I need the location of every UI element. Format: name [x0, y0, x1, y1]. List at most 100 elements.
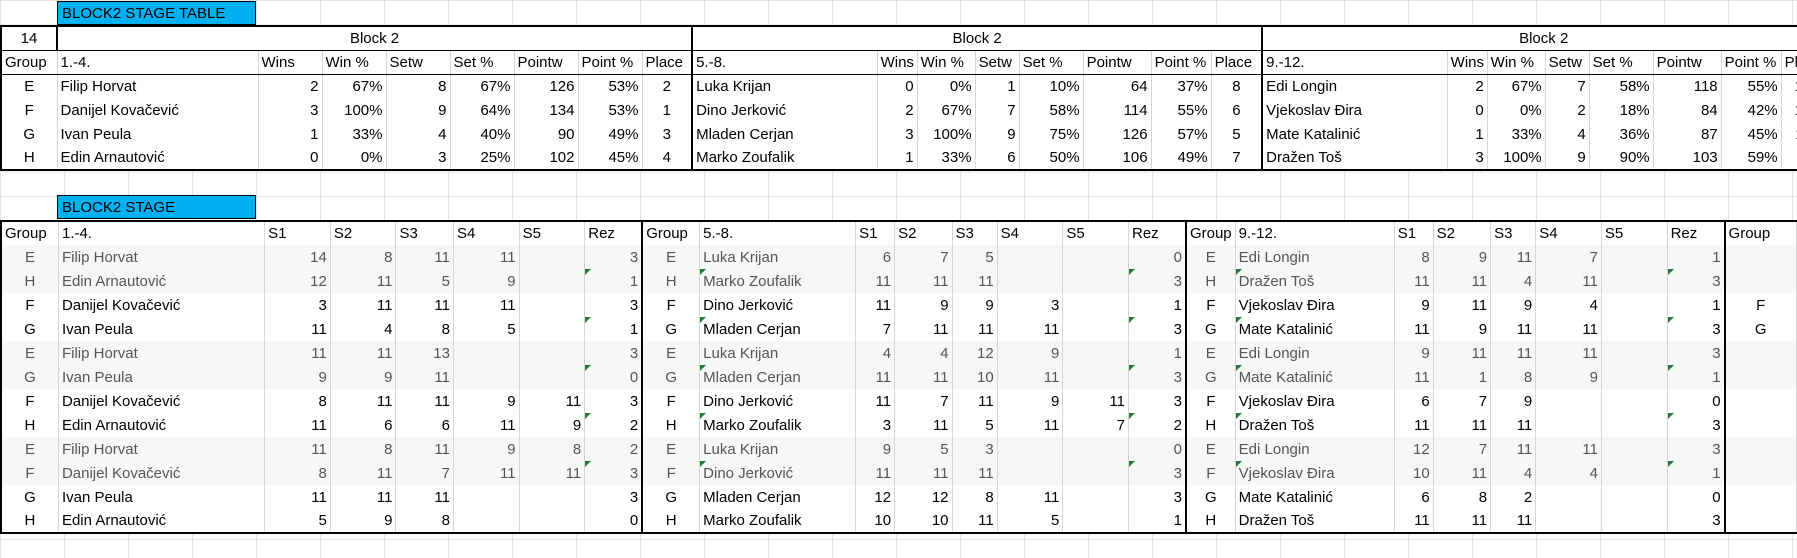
score-cell[interactable]: 0	[584, 365, 644, 389]
group-cell[interactable]	[1723, 413, 1797, 437]
score-cell[interactable]: 11	[330, 341, 397, 365]
score-cell[interactable]: 7	[1433, 437, 1492, 461]
stat-cell[interactable]: 8	[1211, 74, 1264, 98]
group-cell[interactable]: F	[0, 389, 59, 413]
score-cell[interactable]	[519, 341, 586, 365]
score-cell[interactable]: 5	[952, 413, 998, 437]
column-header-cell[interactable]: Wins	[877, 50, 918, 75]
score-cell[interactable]: 12	[855, 485, 896, 509]
score-cell[interactable]: 8	[519, 437, 586, 461]
stat-cell[interactable]: 57%	[1151, 122, 1212, 146]
set-header-cell[interactable]: S1	[1394, 220, 1434, 245]
player-name-cell[interactable]: Mate Katalinić	[1235, 485, 1395, 509]
score-cell[interactable]: 11	[453, 293, 520, 317]
stat-cell[interactable]: 126	[514, 74, 579, 98]
score-cell[interactable]: 3	[264, 293, 331, 317]
group-header-cell[interactable]: Group	[641, 220, 701, 245]
stat-cell[interactable]: 90%	[1589, 146, 1654, 171]
score-cell[interactable]	[1601, 317, 1668, 341]
stat-cell[interactable]: 40%	[450, 122, 515, 146]
score-cell[interactable]: 4	[1490, 461, 1537, 485]
score-cell[interactable]: 11	[997, 365, 1064, 389]
score-cell[interactable]: 0	[1667, 389, 1726, 413]
player-name-cell[interactable]: Edi Longin	[1235, 341, 1395, 365]
score-cell[interactable]: 11	[894, 269, 953, 293]
player-name-cell[interactable]: Luka Krijan	[699, 245, 857, 269]
score-cell[interactable]: 11	[894, 317, 953, 341]
stat-cell[interactable]: 1	[1447, 122, 1488, 146]
score-cell[interactable]	[1535, 413, 1602, 437]
player-name-cell[interactable]: Danijel Kovačević	[58, 461, 266, 485]
score-cell[interactable]: 6	[330, 413, 397, 437]
group-header-cell[interactable]: Group	[1723, 220, 1797, 245]
score-cell[interactable]	[1601, 437, 1668, 461]
score-cell[interactable]: 3	[1667, 413, 1726, 437]
stat-cell[interactable]: 3	[386, 146, 451, 171]
score-cell[interactable]: 5	[997, 509, 1064, 534]
player-name-cell[interactable]: Vjekoslav Đira	[1235, 293, 1395, 317]
player-name-cell[interactable]: Ivan Peula	[57, 122, 259, 146]
score-cell[interactable]: 9	[1490, 389, 1537, 413]
group-cell[interactable]: F	[641, 293, 701, 317]
group-cell[interactable]: H	[641, 509, 701, 534]
player-name-cell[interactable]: Marko Zoufalik	[699, 509, 857, 534]
score-cell[interactable]: 11	[1394, 317, 1434, 341]
score-cell[interactable]: 13	[395, 341, 454, 365]
column-header-cell[interactable]: Wins	[1447, 50, 1488, 75]
score-cell[interactable]: 11	[1433, 509, 1492, 534]
stat-cell[interactable]: 49%	[1151, 146, 1212, 171]
column-header-cell[interactable]: Setw	[386, 50, 451, 75]
column-header-cell[interactable]: Setw	[1545, 50, 1590, 75]
score-cell[interactable]	[1601, 365, 1668, 389]
score-cell[interactable]: 11	[330, 389, 397, 413]
score-cell[interactable]	[1062, 461, 1129, 485]
score-cell[interactable]	[519, 245, 586, 269]
score-cell[interactable]: 11	[453, 461, 520, 485]
score-cell[interactable]: 11	[264, 485, 331, 509]
score-cell[interactable]: 11	[264, 341, 331, 365]
group-cell[interactable]: E	[0, 341, 59, 365]
stat-cell[interactable]: 134	[514, 98, 579, 122]
score-cell[interactable]: 11	[1490, 341, 1537, 365]
score-cell[interactable]: 1	[584, 269, 644, 293]
stat-cell[interactable]: 2	[1545, 98, 1590, 122]
score-cell[interactable]: 3	[1667, 269, 1726, 293]
player-name-cell[interactable]: Dražen Toš	[1235, 509, 1395, 534]
stat-cell[interactable]: 64%	[450, 98, 515, 122]
score-cell[interactable]: 11	[395, 245, 454, 269]
score-cell[interactable]: 3	[997, 293, 1064, 317]
column-header-cell[interactable]: Setw	[975, 50, 1020, 75]
stat-cell[interactable]: 18%	[1589, 98, 1654, 122]
set-header-cell[interactable]: S4	[1535, 220, 1602, 245]
score-cell[interactable]	[1601, 341, 1668, 365]
score-cell[interactable]: 11	[1490, 437, 1537, 461]
score-cell[interactable]	[1601, 269, 1668, 293]
score-cell[interactable]: 4	[330, 317, 397, 341]
stat-cell[interactable]: 1	[258, 122, 323, 146]
score-cell[interactable]: 9	[855, 437, 896, 461]
group-cell[interactable]	[1723, 365, 1797, 389]
range-header-cell[interactable]: 1.-4.	[58, 220, 266, 245]
group-cell[interactable]	[1723, 341, 1797, 365]
score-cell[interactable]	[519, 365, 586, 389]
stat-cell[interactable]: 67%	[322, 74, 387, 98]
stat-cell[interactable]: 33%	[917, 146, 976, 171]
group-cell[interactable]: H	[1184, 413, 1236, 437]
range-header-cell[interactable]: 9.-12.	[1235, 220, 1395, 245]
score-cell[interactable]: 4	[1490, 269, 1537, 293]
range-header-cell[interactable]: 1.-4.	[57, 50, 259, 75]
score-cell[interactable]	[519, 293, 586, 317]
score-cell[interactable]: 1	[1667, 245, 1726, 269]
score-cell[interactable]: 7	[395, 461, 454, 485]
score-cell[interactable]: 6	[855, 245, 896, 269]
group-cell[interactable]: F	[1723, 293, 1797, 317]
score-cell[interactable]: 11	[855, 461, 896, 485]
player-name-cell[interactable]: Danijel Kovačević	[58, 389, 266, 413]
score-cell[interactable]: 11	[1433, 341, 1492, 365]
score-cell[interactable]	[519, 317, 586, 341]
stat-cell[interactable]: 8	[386, 74, 451, 98]
score-cell[interactable]: 11	[395, 293, 454, 317]
group-header-cell[interactable]: Group	[0, 220, 59, 245]
score-cell[interactable]: 11	[1433, 269, 1492, 293]
stat-cell[interactable]: 50%	[1019, 146, 1084, 171]
